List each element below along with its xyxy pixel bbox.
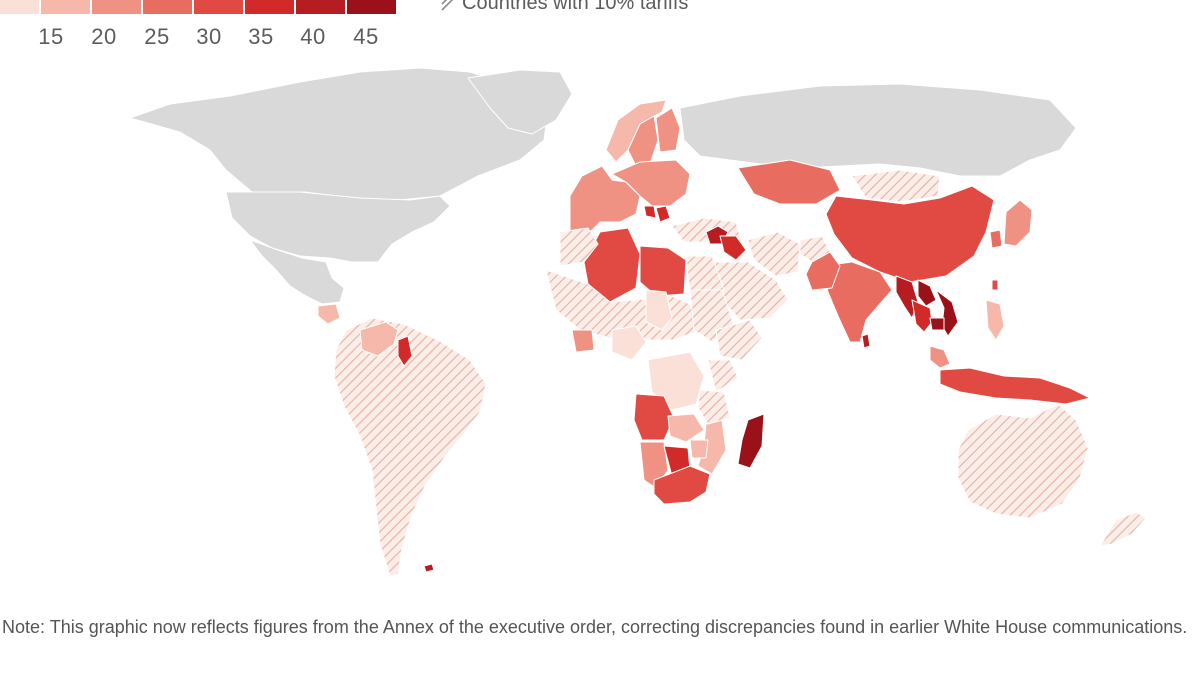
country-russia (679, 83, 1077, 177)
country-nicaragua (317, 303, 341, 325)
legend-tick: 30 (196, 24, 222, 49)
country-libya (639, 245, 687, 297)
country-egypt (685, 255, 725, 295)
country-thailand (911, 299, 933, 333)
country-south-korea (989, 229, 1003, 249)
country-morocco (559, 227, 599, 267)
country-south-africa (653, 465, 711, 505)
country-india (821, 261, 893, 343)
legend-swatch (194, 0, 245, 14)
legend-swatch (245, 0, 296, 14)
country-afghanistan (799, 235, 831, 263)
country-kenya (707, 359, 739, 393)
country-laos (917, 279, 937, 307)
country-zimbabwe (689, 439, 709, 459)
country-chad (645, 289, 673, 331)
country-ethiopia (715, 319, 763, 361)
hatch-pattern-icon (441, 0, 453, 11)
country-finland (655, 107, 681, 153)
country-iran (747, 231, 801, 277)
country-zambia (667, 413, 705, 443)
country-south-america (333, 317, 487, 577)
legend-hatch-label: Countries with 10% tariffs (462, 0, 689, 14)
legend-tick: 20 (91, 24, 117, 49)
country-sri-lanka (861, 333, 871, 349)
country-taiwan (991, 279, 999, 291)
country-iraq (719, 235, 747, 261)
legend-color-scale (0, 0, 398, 14)
country-myanmar (895, 275, 919, 319)
country-indonesia (939, 367, 1091, 405)
country-united-states (225, 191, 451, 263)
world-map (129, 67, 1147, 577)
country-japan (1003, 199, 1033, 247)
legend-swatch (0, 0, 41, 14)
legend-swatch (143, 0, 194, 14)
country-nigeria (611, 325, 647, 361)
country-serbia (655, 205, 671, 223)
legend-tick: 40 (300, 24, 326, 49)
country-central-europe (611, 159, 691, 207)
country-greenland (467, 69, 573, 135)
legend-swatch (92, 0, 143, 14)
legend-swatch (347, 0, 398, 14)
legend-tick: 15 (38, 24, 64, 49)
country-bosnia (643, 205, 657, 219)
country-madagascar (737, 413, 765, 469)
legend-swatch (296, 0, 347, 14)
legend-tick: 45 (353, 24, 379, 49)
country-venezuela (359, 321, 399, 357)
legend-tick: 35 (248, 24, 274, 49)
country-philippines (985, 299, 1005, 341)
country-angola (633, 393, 675, 441)
country-kazakhstan (737, 159, 841, 205)
country-guyana (397, 335, 413, 367)
footnote: Note: This graphic now reflects figures … (2, 617, 1188, 637)
country-vietnam (935, 289, 959, 337)
legend-tick: 25 (144, 24, 170, 49)
country-falkland-islands (423, 563, 435, 573)
country-mongolia (851, 169, 941, 203)
country-australia (957, 403, 1089, 519)
legend-hatch-entry: Countries with 10% tariffs (440, 0, 688, 15)
country-china (825, 185, 995, 283)
legend-swatch (41, 0, 92, 14)
country-norway (605, 99, 667, 163)
country-new-zealand (1099, 511, 1147, 547)
country-cambodia (929, 317, 945, 331)
country-mexico (249, 239, 345, 305)
country-cote-d-ivoire (571, 329, 595, 353)
country-canada (129, 67, 549, 201)
legend-tick-labels: 15 20 25 30 35 40 45 (0, 24, 420, 49)
country-tanzania (697, 389, 731, 425)
country-malaysia (929, 345, 951, 369)
